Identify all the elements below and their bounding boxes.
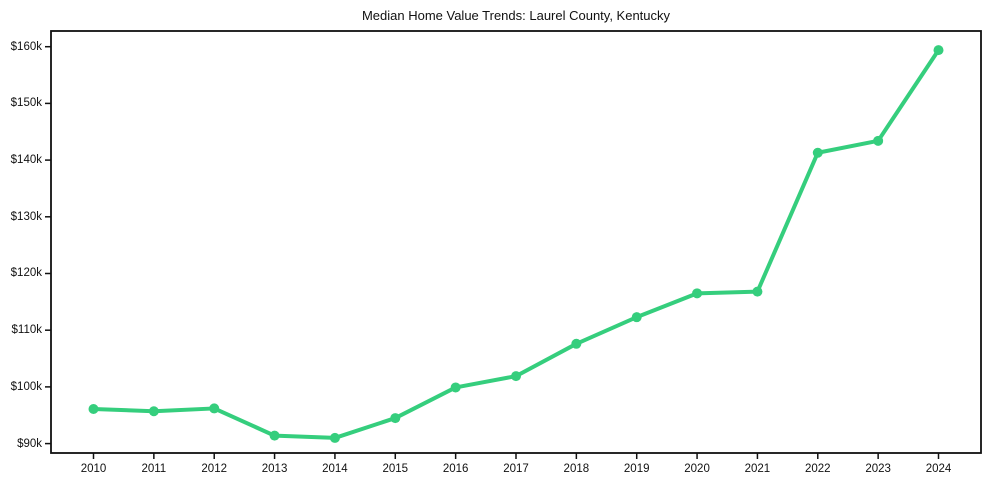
y-tick-label: $120k (10, 267, 42, 280)
x-tick-label: 2019 (623, 463, 650, 475)
x-tick-label: 2021 (744, 463, 771, 475)
data-point-marker (631, 312, 642, 323)
data-point-marker (752, 286, 763, 297)
data-point-marker (571, 338, 582, 349)
data-point-marker (450, 382, 461, 393)
y-tick-label: $100k (10, 380, 42, 393)
data-point-marker (148, 406, 159, 417)
data-point-marker (933, 45, 944, 56)
y-tick-label: $150k (10, 97, 42, 110)
x-tick-label: 2023 (865, 463, 891, 475)
x-tick-label: 2014 (322, 463, 348, 475)
data-point-marker (873, 135, 884, 146)
x-tick-label: 2018 (563, 463, 590, 475)
data-point-marker (329, 432, 340, 443)
y-tick-label: $90k (17, 437, 42, 450)
chart-title: Median Home Value Trends: Laurel County,… (361, 8, 671, 23)
x-tick-label: 2024 (925, 463, 952, 475)
x-tick-label: 2020 (684, 463, 710, 475)
x-tick-label: 2012 (201, 463, 227, 475)
x-tick-label: 2011 (141, 463, 167, 475)
data-point-marker (511, 371, 521, 382)
data-point-marker (209, 403, 220, 414)
x-tick-label: 2015 (382, 463, 409, 475)
y-tick-label: $130k (10, 210, 42, 223)
x-tick-label: 2016 (442, 463, 469, 475)
data-point-marker (692, 288, 703, 299)
x-tick-label: 2010 (80, 463, 107, 475)
y-tick-label: $140k (10, 154, 42, 167)
x-tick-label: 2017 (503, 463, 529, 475)
data-point-marker (812, 147, 823, 158)
plot-border (50, 30, 982, 454)
data-point-marker (88, 404, 99, 415)
x-tick-label: 2022 (804, 463, 831, 475)
data-point-marker (269, 430, 280, 441)
x-tick-label: 2013 (261, 463, 288, 475)
y-tick-label: $160k (10, 40, 42, 53)
data-point-marker (390, 413, 401, 424)
y-tick-label: $110k (11, 324, 42, 337)
